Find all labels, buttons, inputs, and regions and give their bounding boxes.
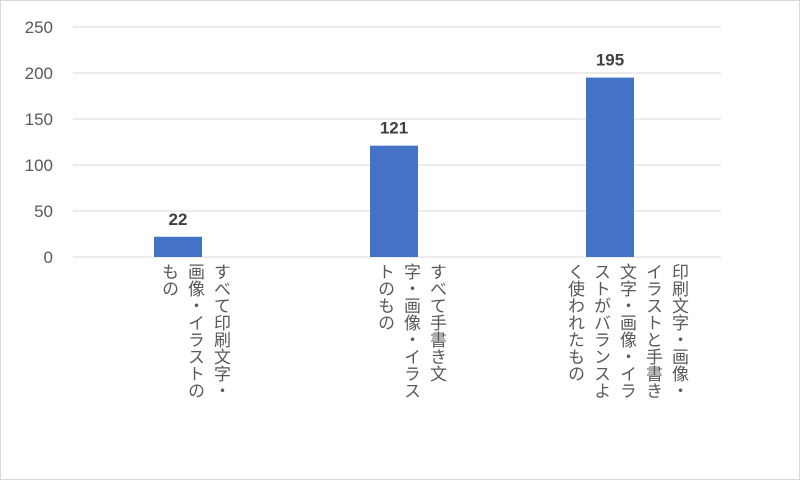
y-tick-label: 0 (44, 248, 53, 267)
y-tick-label: 150 (25, 110, 53, 129)
x-category-label-3: 印刷文字・画像・ イラストと手書き 文字・画像・イラ ストがバランスよ く使われたもの (561, 263, 691, 475)
bars (154, 77, 634, 257)
x-category-line: もの (158, 263, 178, 297)
x-category-line: 画像・イラストの (184, 263, 204, 399)
x-category-label-1: すべて印刷文字・ 画像・イラストの もの (155, 263, 233, 475)
bar-2 (370, 145, 418, 257)
x-category-label-2: すべて手書き文 字・画像・イラス トのもの (371, 263, 449, 475)
x-category-line: く使われたもの (564, 263, 584, 382)
x-category-line: すべて印刷文字・ (210, 263, 230, 399)
y-tick-label: 50 (34, 202, 53, 221)
x-category-line: すべて手書き文 (426, 263, 446, 382)
y-tick-label: 250 (25, 18, 53, 37)
y-axis-ticks: 0 50 100 150 200 250 (25, 18, 53, 267)
x-category-line: ストがバランスよ (590, 263, 610, 399)
bar-1 (154, 236, 202, 257)
bar-3 (586, 77, 634, 257)
x-category-line: イラストと手書き (642, 263, 662, 399)
data-label-3: 195 (596, 51, 624, 70)
data-labels: 22 121 195 (169, 51, 625, 229)
y-tick-label: 100 (25, 156, 53, 175)
y-tick-label: 200 (25, 64, 53, 83)
data-label-1: 22 (169, 210, 188, 229)
x-category-line: 印刷文字・画像・ (668, 263, 688, 399)
x-category-line: 文字・画像・イラ (616, 263, 636, 399)
x-category-line: 字・画像・イラス (400, 263, 420, 399)
x-category-line: トのもの (374, 263, 394, 331)
data-label-2: 121 (380, 119, 408, 138)
